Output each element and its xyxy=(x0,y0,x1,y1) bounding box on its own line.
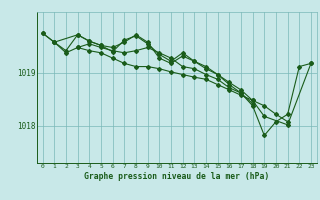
X-axis label: Graphe pression niveau de la mer (hPa): Graphe pression niveau de la mer (hPa) xyxy=(84,172,269,181)
